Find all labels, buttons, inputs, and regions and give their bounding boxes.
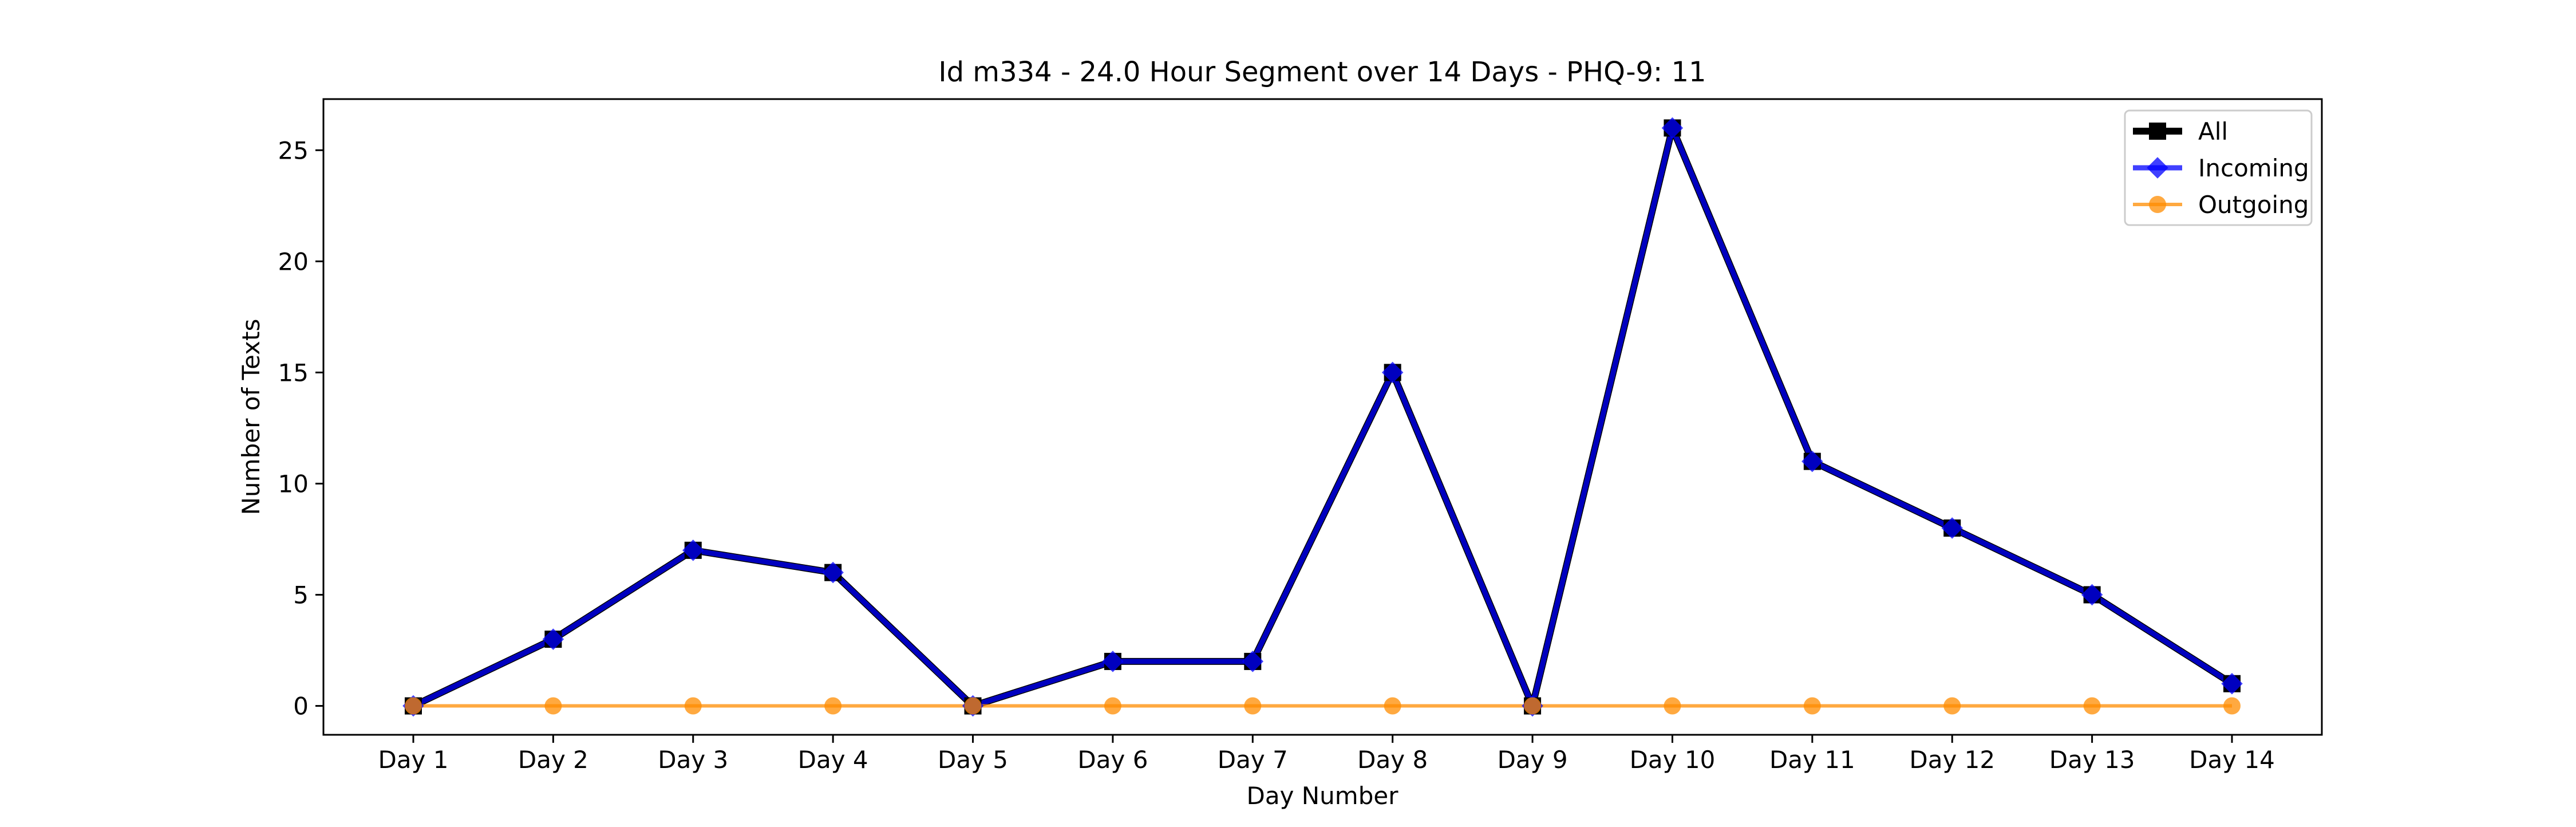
legend-label: Outgoing xyxy=(2198,191,2309,219)
data-point xyxy=(1102,651,1124,672)
y-axis-label: Number of Texts xyxy=(237,319,265,515)
y-axis: 0 5 10 15 20 25 xyxy=(278,136,323,720)
x-axis-label: Day Number xyxy=(1246,782,1398,810)
y-tick-label: 10 xyxy=(278,470,309,498)
x-tick-label: Day 2 xyxy=(518,746,588,774)
data-point xyxy=(2223,697,2241,715)
data-point xyxy=(405,697,422,715)
data-point xyxy=(1941,517,1963,539)
data-point xyxy=(1524,697,1542,715)
y-tick-label: 20 xyxy=(278,247,309,275)
y-tick-label: 15 xyxy=(278,359,309,387)
series-line xyxy=(412,125,2234,709)
data-point xyxy=(682,539,704,561)
series-lines xyxy=(412,124,2234,710)
legend: All Incoming Outgoing xyxy=(2124,109,2313,226)
x-tick-label: Day 5 xyxy=(938,746,1008,774)
data-point xyxy=(822,561,844,584)
data-point xyxy=(1803,697,1821,715)
data-point xyxy=(1381,361,1404,384)
legend-label: Incoming xyxy=(2198,154,2309,182)
plot-frame xyxy=(322,98,2323,736)
y-tick-label: 0 xyxy=(293,692,309,720)
x-tick-label: Day 8 xyxy=(1357,746,1428,774)
data-point xyxy=(1661,117,1684,139)
data-point xyxy=(542,628,564,650)
data-point xyxy=(1801,450,1823,472)
series-markers xyxy=(402,117,2243,717)
data-point xyxy=(1104,697,1121,715)
data-point xyxy=(1664,697,1681,715)
x-tick-label: Day 1 xyxy=(378,746,448,774)
data-point xyxy=(684,697,702,715)
x-axis: Day 1 Day 2 Day 3 Day 4 Day 5 Day 6 Day 7 Day 8… xyxy=(378,735,2275,774)
data-point xyxy=(824,697,842,715)
x-tick-label: Day 14 xyxy=(2189,746,2275,774)
data-point xyxy=(2081,584,2103,606)
x-tick-label: Day 10 xyxy=(1630,746,1716,774)
x-tick-label: Day 11 xyxy=(1769,746,1855,774)
legend-box xyxy=(2124,109,2313,226)
x-tick-label: Day 7 xyxy=(1218,746,1288,774)
chart-title: Id m334 - 24.0 Hour Segment over 14 Days… xyxy=(938,56,1706,88)
data-point xyxy=(964,697,982,715)
x-tick-label: Day 4 xyxy=(798,746,868,774)
legend-marker xyxy=(2149,196,2166,213)
legend-marker xyxy=(2147,157,2168,179)
data-point xyxy=(1943,697,1961,715)
data-point xyxy=(544,697,562,715)
x-tick-label: Day 9 xyxy=(1498,746,1568,774)
y-tick-label: 5 xyxy=(293,581,309,609)
x-tick-label: Day 13 xyxy=(2049,746,2135,774)
y-tick-label: 25 xyxy=(278,136,309,164)
legend-marker xyxy=(2149,123,2166,140)
x-tick-label: Day 12 xyxy=(1909,746,1995,774)
data-point xyxy=(2083,697,2101,715)
x-tick-label: Day 6 xyxy=(1077,746,1148,774)
x-tick-label: Day 3 xyxy=(658,746,728,774)
data-point xyxy=(1384,697,1401,715)
data-point xyxy=(2221,672,2243,695)
legend-label: All xyxy=(2198,117,2228,145)
data-point xyxy=(1242,651,1264,672)
data-point xyxy=(1244,697,1262,715)
